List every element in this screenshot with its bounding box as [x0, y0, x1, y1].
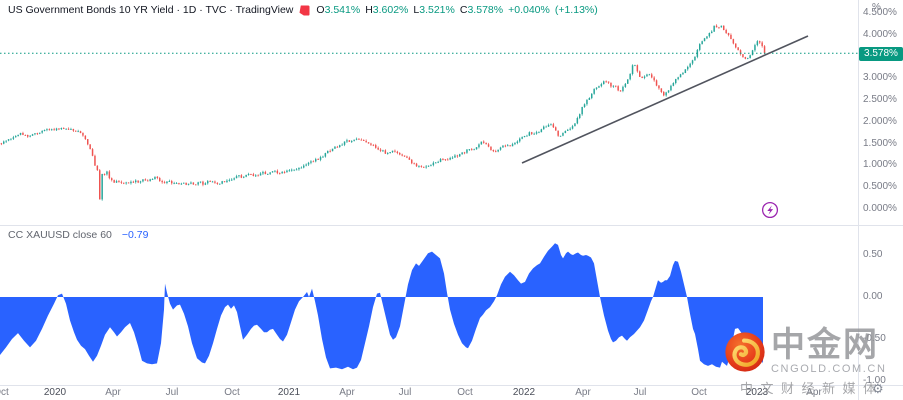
ohlc-close-label: C	[459, 4, 468, 16]
time-tick-label: Jul	[398, 387, 412, 398]
correlation-tick-label: 0.50	[863, 249, 883, 260]
price-tick-label: 3.000%	[863, 72, 897, 83]
price-tick-label: 1.500%	[863, 138, 897, 149]
ohlc-low-label: L	[413, 4, 420, 16]
trendline-drawing[interactable]	[521, 35, 809, 164]
correlation-tick-label: -0.50	[863, 333, 886, 344]
red-snapshot-icon[interactable]	[299, 5, 310, 16]
time-tick-label: Apr	[339, 387, 355, 398]
time-tick-label: 2023	[745, 387, 769, 398]
gear-icon[interactable]: ⚙	[872, 381, 884, 396]
cngold-logo-icon	[725, 331, 765, 372]
price-tick-label: 4.000%	[863, 29, 897, 40]
symbol-legend-row[interactable]: US Government Bonds 10 YR Yield · 1D · T…	[8, 4, 598, 16]
price-tick-label: 2.000%	[863, 116, 897, 127]
lightning-icon[interactable]	[761, 201, 779, 219]
time-tick-label: Oct	[0, 387, 9, 398]
correlation-area-series[interactable]	[0, 243, 763, 370]
ohlc-readout: O3.541% H3.602% L3.521% C3.578% +0.040% …	[316, 4, 597, 16]
time-tick-label: 2021	[277, 387, 301, 398]
time-tick-label: Jul	[165, 387, 179, 398]
price-tick-label: 1.000%	[863, 159, 897, 170]
time-tick-label: Apr	[105, 387, 121, 398]
ohlc-open-value: 3.541%	[324, 4, 361, 16]
watermark-brand: 中金网	[771, 326, 879, 364]
price-tick-label: 0.000%	[863, 203, 897, 214]
change-percent: (+1.13%)	[554, 4, 598, 16]
indicator-value: −0.79	[121, 229, 149, 241]
correlation-tick-label: -1.00	[863, 375, 886, 386]
watermark-domain: CNGOLD.COM.CN	[771, 363, 887, 375]
price-axis-unit: %	[872, 2, 881, 13]
time-tick-label: Oct	[457, 387, 473, 398]
price-tick-label: 0.500%	[863, 181, 897, 192]
time-tick-label: 2020	[43, 387, 67, 398]
price-tick-label: 2.500%	[863, 94, 897, 105]
time-tick-label: Apr	[575, 387, 591, 398]
correlation-tick-label: 0.00	[863, 291, 883, 302]
current-price-badge[interactable]: 3.578%	[859, 47, 903, 61]
ohlc-close-value: 3.578%	[467, 4, 504, 16]
change-absolute: +0.040%	[508, 4, 550, 16]
indicator-name: CC XAUUSD close 60	[8, 229, 112, 241]
ohlc-high-value: 3.602%	[372, 4, 409, 16]
time-tick-label: Jul	[633, 387, 647, 398]
ohlc-low-value: 3.521%	[419, 4, 455, 16]
indicator-legend-row[interactable]: CC XAUUSD close 60 −0.79	[8, 229, 148, 241]
symbol-title: US Government Bonds 10 YR Yield · 1D · T…	[8, 4, 294, 16]
watermark-tagline: 中文财经新媒体	[740, 381, 884, 396]
time-tick-label: Oct	[224, 387, 240, 398]
candlestick-series[interactable]	[0, 24, 766, 201]
watermark: 中金网 CNGOLD.COM.CN 中文财经新媒体	[724, 328, 887, 397]
time-tick-label: Apr	[806, 387, 822, 398]
ohlc-open-label: O	[316, 4, 325, 16]
time-tick-label: 2022	[512, 387, 536, 398]
price-tick-label: 4.500%	[863, 7, 897, 18]
ohlc-high-label: H	[365, 4, 373, 16]
time-tick-label: Oct	[691, 387, 707, 398]
